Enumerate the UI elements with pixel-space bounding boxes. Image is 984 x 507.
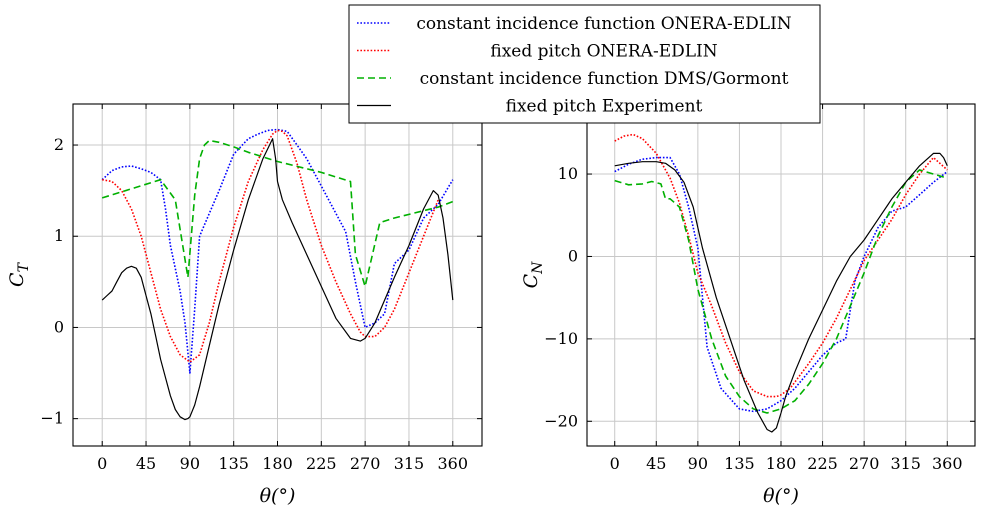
x-tick-label: 135 [724,454,755,473]
x-tick-label: 0 [97,454,107,473]
ct-series-2 [102,129,439,363]
y-tick-label: −1 [40,409,64,428]
legend-entry: fixed pitch ONERA-EDLIN [490,42,717,62]
x-axis-label: θ(°) [763,485,799,507]
y-tick-label: 2 [54,135,64,154]
legend-entry: fixed pitch Experiment [506,97,703,117]
cn-series-4 [614,152,948,433]
y-tick-label: 1 [54,226,64,245]
ct-series-4 [101,138,454,421]
cn-series-3 [614,169,948,414]
y-axis-label: CN [520,261,546,289]
y-tick-label: 0 [568,246,578,265]
x-tick-label: 270 [350,454,381,473]
y-tick-label: −20 [544,411,578,430]
y-tick-label: 0 [54,317,64,336]
x-tick-label: 315 [394,454,425,473]
x-tick-label: 90 [180,454,200,473]
ct-plot: 0 45 90 135 180 225 270 315 360 −1 0 1 2 θ(°) CT [6,103,483,507]
x-tick-label: 45 [136,454,156,473]
ct-series-3 [101,139,454,288]
x-tick-label: 0 [610,454,620,473]
y-tick-label: 10 [558,164,578,183]
y-axis-label: CT [6,261,32,287]
x-tick-label: 90 [688,454,708,473]
legend-entry: constant incidence function ONERA-EDLIN [416,14,791,34]
x-tick-label: 360 [438,454,469,473]
x-tick-label: 270 [849,454,880,473]
legend-box [348,4,821,124]
axes-frame [72,103,483,447]
x-tick-label: 135 [218,454,249,473]
x-tick-label: 315 [890,454,921,473]
y-tick-label: −10 [544,329,578,348]
cn-series-1 [614,156,948,413]
cn-plot: 0 45 90 135 180 225 270 315 360 −20 −10 0 10 θ(°) CN [520,103,976,507]
x-axis-label: θ(°) [260,485,296,507]
cn-series-2 [614,133,948,398]
x-tick-label: 45 [646,454,666,473]
x-tick-label: 180 [262,454,293,473]
legend-entry: constant incidence function DMS/Gormont [420,69,789,89]
x-tick-label: 360 [932,454,963,473]
x-tick-label: 180 [766,454,797,473]
legend: constant incidence function ONERA-EDLIN f… [348,4,821,124]
x-tick-label: 225 [306,454,337,473]
x-tick-label: 225 [807,454,838,473]
